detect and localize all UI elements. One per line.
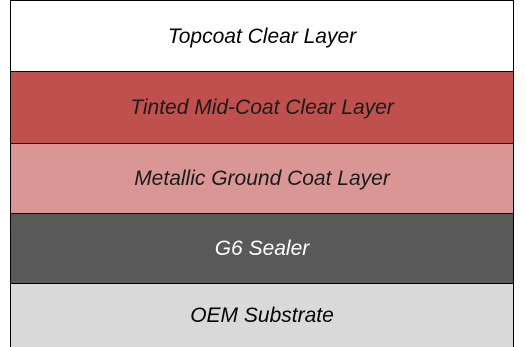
tinted-mid-coat-clear-layer: Tinted Mid-Coat Clear Layer: [11, 72, 513, 144]
g6-sealer-layer: G6 Sealer: [11, 214, 513, 284]
layer-label: Tinted Mid-Coat Clear Layer: [130, 96, 394, 119]
oem-substrate-layer: OEM Substrate: [11, 284, 513, 347]
layer-label: OEM Substrate: [190, 304, 334, 327]
paint-layer-stack: Topcoat Clear Layer Tinted Mid-Coat Clea…: [10, 0, 514, 347]
layer-label: G6 Sealer: [214, 237, 310, 260]
layer-label: Topcoat Clear Layer: [167, 24, 357, 48]
metallic-ground-coat-layer: Metallic Ground Coat Layer: [11, 144, 513, 214]
layer-label: Metallic Ground Coat Layer: [134, 167, 390, 190]
topcoat-clear-layer: Topcoat Clear Layer: [11, 0, 513, 72]
